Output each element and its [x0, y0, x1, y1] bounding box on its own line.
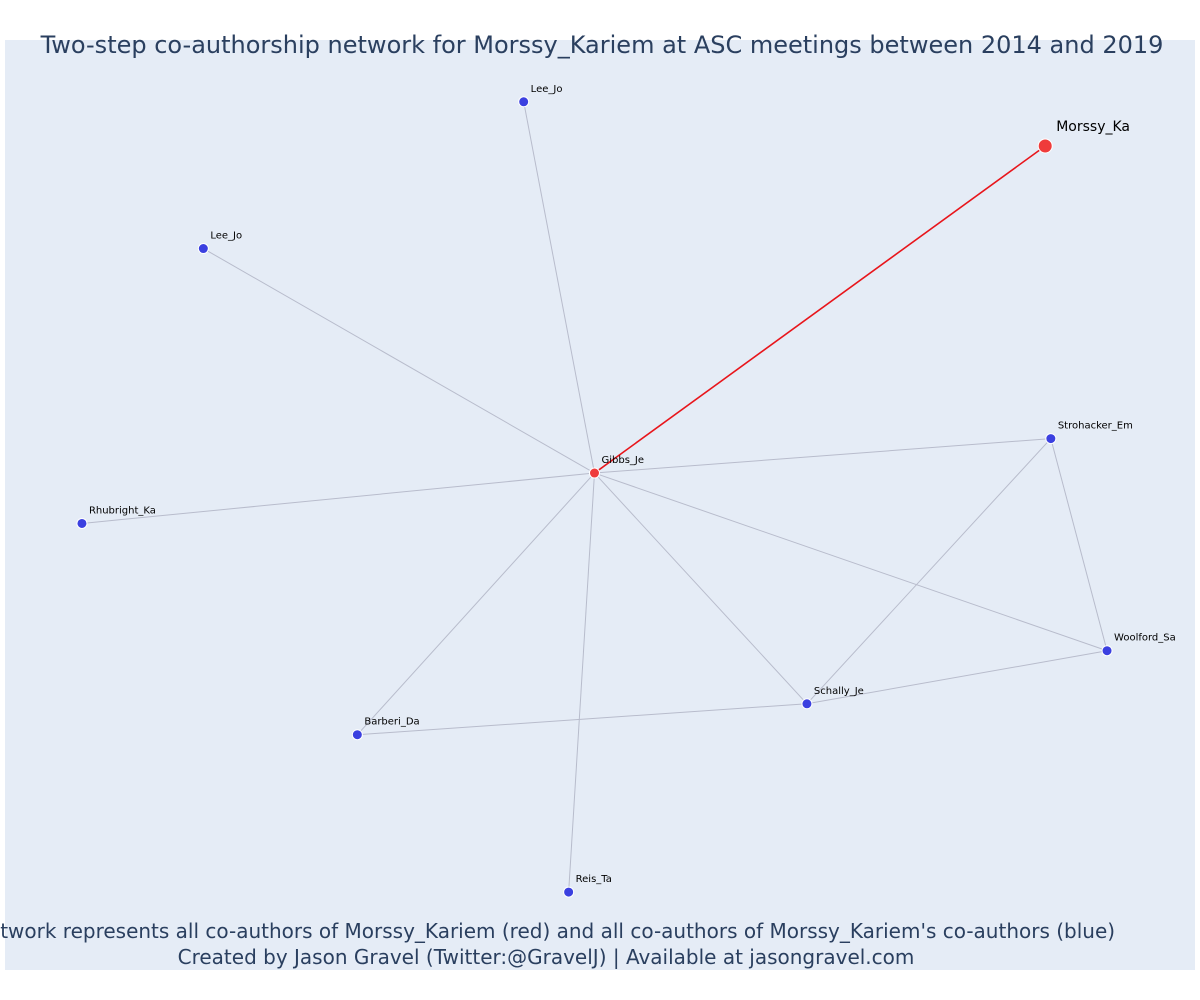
chart-title: Two-step co-authorship network for Morss… [40, 31, 1164, 59]
node-woolford[interactable] [1101, 645, 1113, 657]
edge-strohacker-woolford [1050, 438, 1108, 651]
edge-gibbs-reis [568, 473, 595, 893]
node-morssy[interactable] [1037, 138, 1053, 154]
node-label-schally: Schally_Je [814, 686, 864, 697]
edge-gibbs-morssy [594, 145, 1046, 474]
node-label-rhubright: Rhubright_Ka [89, 505, 156, 516]
caption-line-1: Network represents all co-authors of Mor… [0, 919, 1115, 943]
edge-woolford-schally [806, 650, 1108, 705]
node-label-strohacker: Strohacker_Em [1058, 421, 1133, 432]
edge-strohacker-schally [806, 438, 1052, 705]
edge-gibbs-strohacker [594, 438, 1051, 474]
node-rhubright[interactable] [76, 517, 88, 529]
node-label-woolford: Woolford_Sa [1114, 633, 1176, 644]
node-label-gibbs: Gibbs_Je [601, 455, 644, 466]
node-label-barberi: Barberi_Da [364, 717, 419, 728]
edge-gibbs-schally [594, 472, 808, 705]
nodes-layer [76, 96, 1113, 898]
plot-background [5, 40, 1195, 970]
labels-layer: Morssy_Ka Gibbs_Je Lee_Jo Lee_Jo Rhubright_K… [89, 84, 1176, 885]
node-schally[interactable] [801, 698, 813, 710]
edge-schally-barberi [357, 703, 807, 736]
node-label-morssy: Morssy_Ka [1056, 119, 1130, 135]
node-lee1[interactable] [518, 96, 530, 108]
edge-gibbs-barberi [356, 472, 595, 736]
node-label-lee1: Lee_Jo [531, 84, 563, 95]
node-label-reis: Reis_Ta [576, 874, 612, 885]
node-strohacker[interactable] [1045, 433, 1057, 445]
edge-gibbs-lee2 [203, 248, 595, 474]
node-gibbs[interactable] [588, 467, 600, 479]
node-lee2[interactable] [197, 243, 209, 255]
edges-layer [81, 101, 1108, 893]
node-label-lee2: Lee_Jo [210, 231, 242, 242]
node-reis[interactable] [563, 886, 575, 898]
caption-line-2: Created by Jason Gravel (Twitter:@Gravel… [178, 945, 915, 969]
edge-gibbs-lee1 [523, 101, 595, 474]
node-barberi[interactable] [351, 729, 363, 741]
edge-gibbs-rhubright [81, 472, 595, 524]
edge-gibbs-woolford [594, 472, 1108, 652]
